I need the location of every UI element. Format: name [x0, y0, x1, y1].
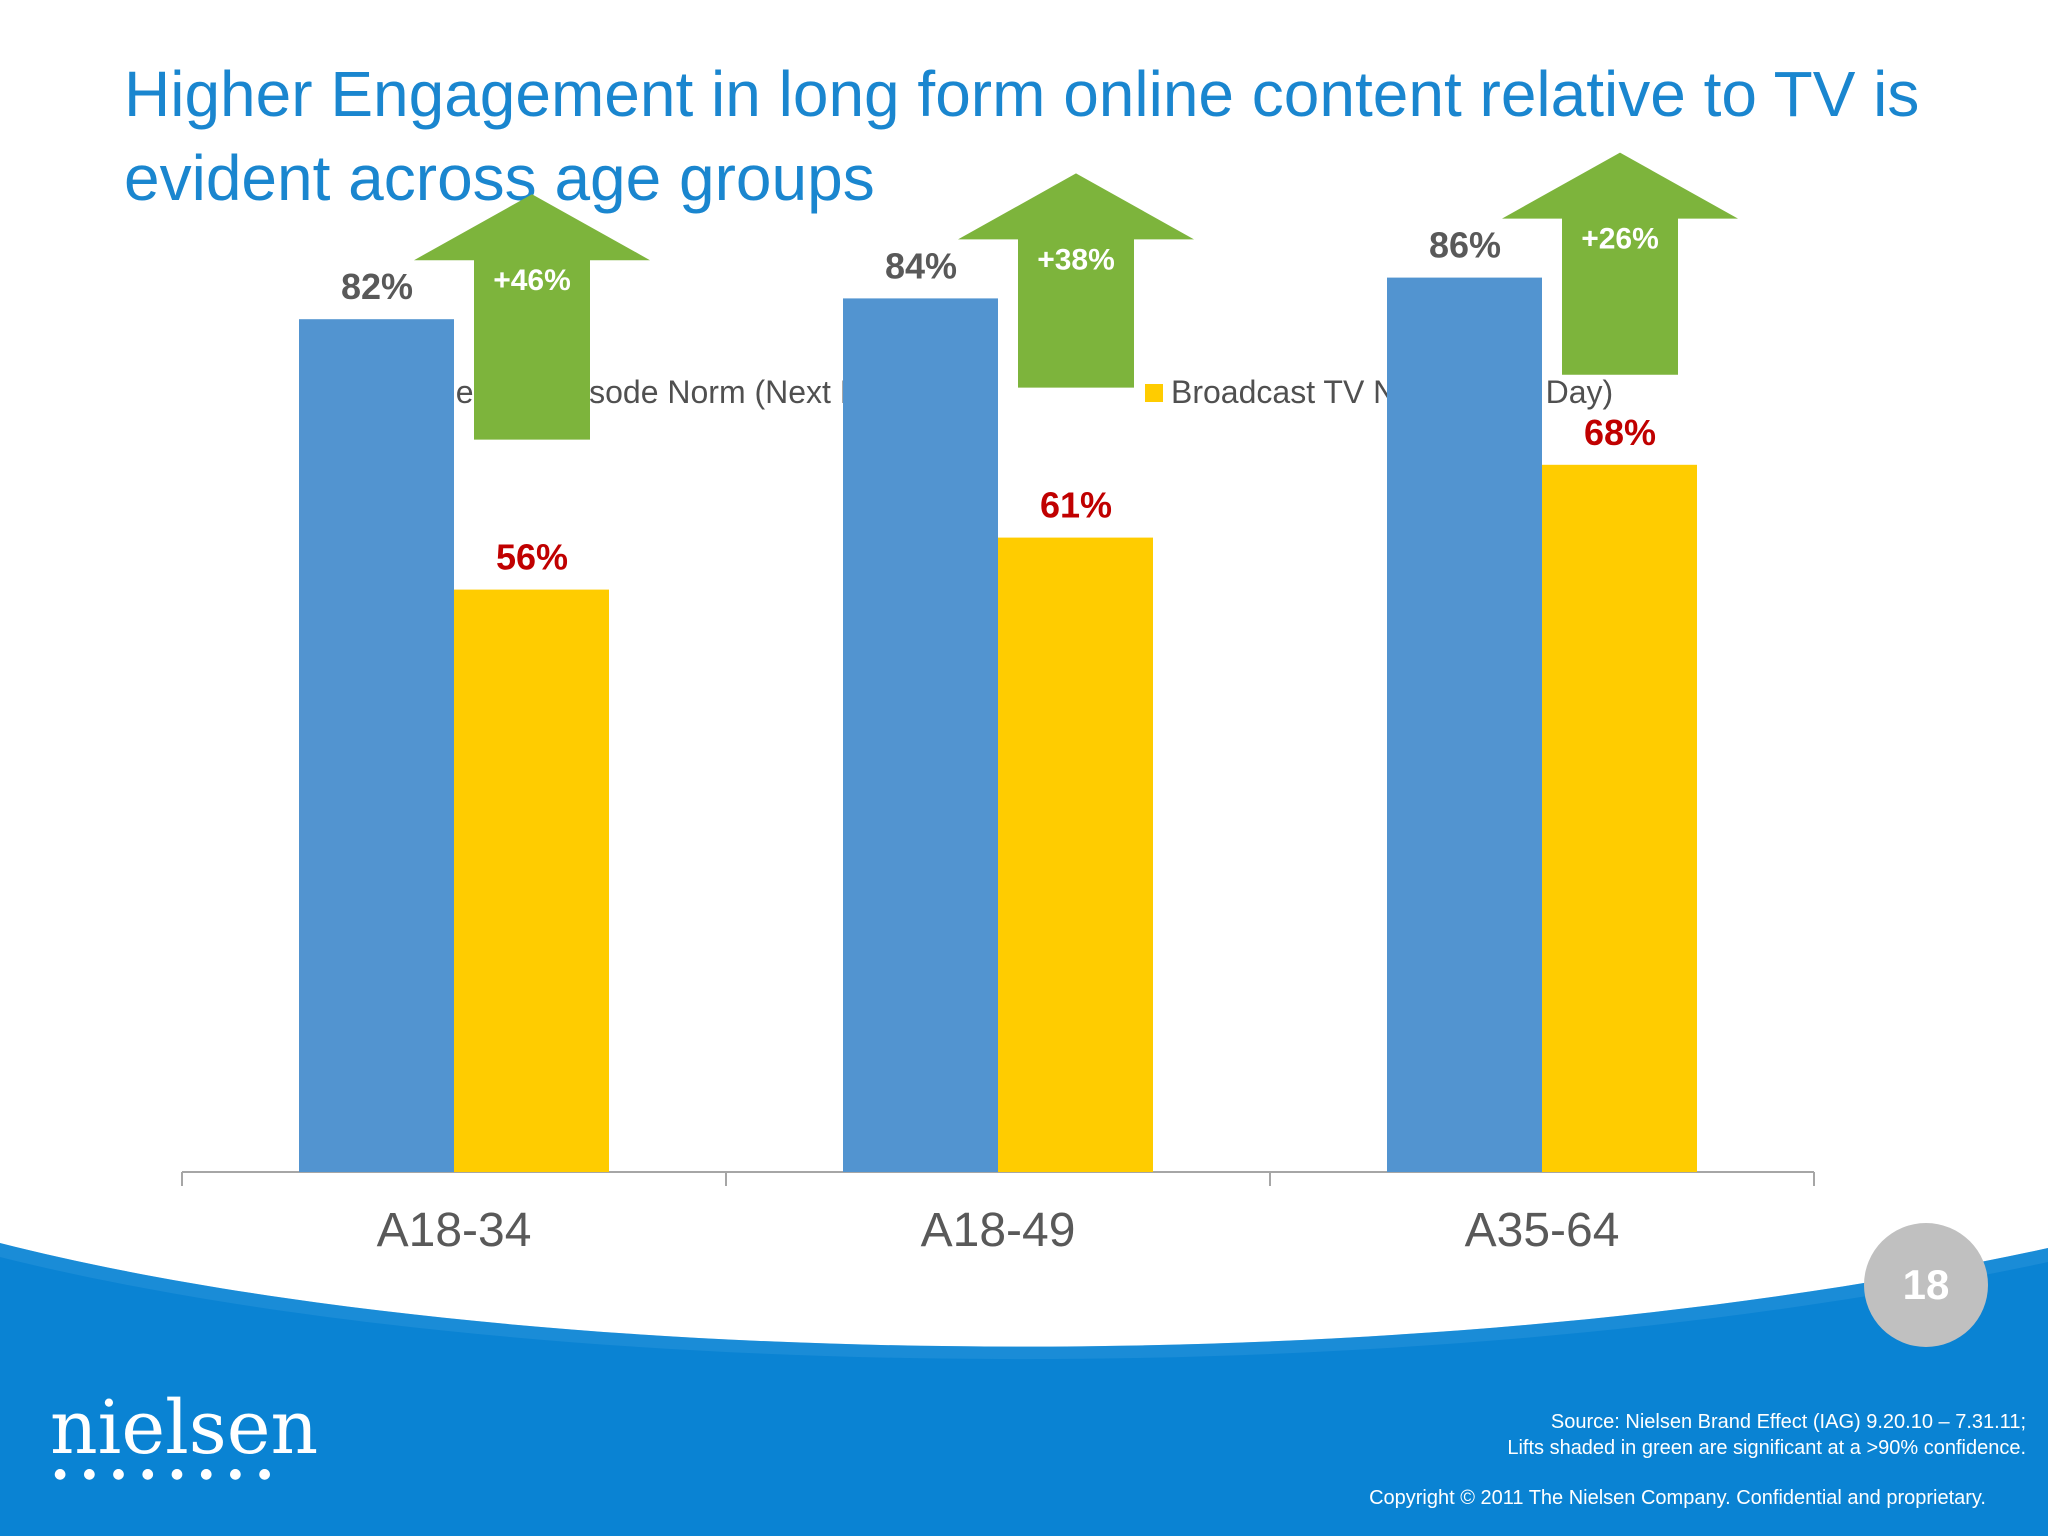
x-axis-category-label: A18-49: [921, 1204, 1076, 1257]
bar-online: [299, 319, 454, 1172]
dots-row-icon: ●●●●●●●●: [54, 1466, 288, 1482]
nielsen-logo: nielsen: [50, 1385, 319, 1471]
bar-broadcast: [454, 589, 609, 1172]
footer-wave-highlight: [0, 1243, 2048, 1360]
bar-online: [1387, 277, 1542, 1173]
legend-swatch-broadcast: [1145, 383, 1163, 402]
data-label-broadcast: 56%: [496, 537, 568, 578]
data-label-online: 84%: [885, 245, 957, 286]
data-label-online: 86%: [1429, 225, 1501, 266]
source-note-line2: Lifts shaded in green are significant at…: [1507, 1437, 2026, 1459]
lift-label: +26%: [1581, 223, 1659, 256]
x-axis-category-label: A18-34: [377, 1204, 532, 1257]
slide-title: Higher Engagement in long form online co…: [124, 58, 1920, 214]
lift-label: +46%: [493, 264, 571, 297]
lift-arrow-icon: [414, 194, 650, 440]
lift-arrow-icon: [1502, 152, 1738, 375]
lift-label: +38%: [1037, 243, 1115, 276]
bar-broadcast: [1542, 464, 1697, 1172]
lift-arrow-icon: [958, 173, 1194, 388]
data-label-online: 82%: [341, 266, 413, 307]
copyright-text: Copyright © 2011 The Nielsen Company. Co…: [1369, 1487, 1986, 1509]
legend-label-online: Online Full Episode Norm (Next Day): [381, 374, 908, 410]
data-label-broadcast: 61%: [1040, 485, 1112, 526]
footer-wave-background: [0, 1243, 2048, 1536]
source-note-line1: Source: Nielsen Brand Effect (IAG) 9.20.…: [1550, 1411, 2026, 1433]
x-axis-category-label: A35-64: [1465, 1204, 1620, 1257]
data-label-broadcast: 68%: [1584, 412, 1656, 453]
bar-online: [843, 298, 998, 1172]
chart-marks: 82% 56% +46% A18-34 84% 61% +38% A18-49 86% 68% +2…: [181, 152, 1815, 1257]
page-number-badge: 18: [1864, 1223, 1988, 1347]
bar-broadcast: [998, 537, 1153, 1172]
legend-item-online: Online Full Episode Norm (Next Day): [355, 374, 907, 411]
